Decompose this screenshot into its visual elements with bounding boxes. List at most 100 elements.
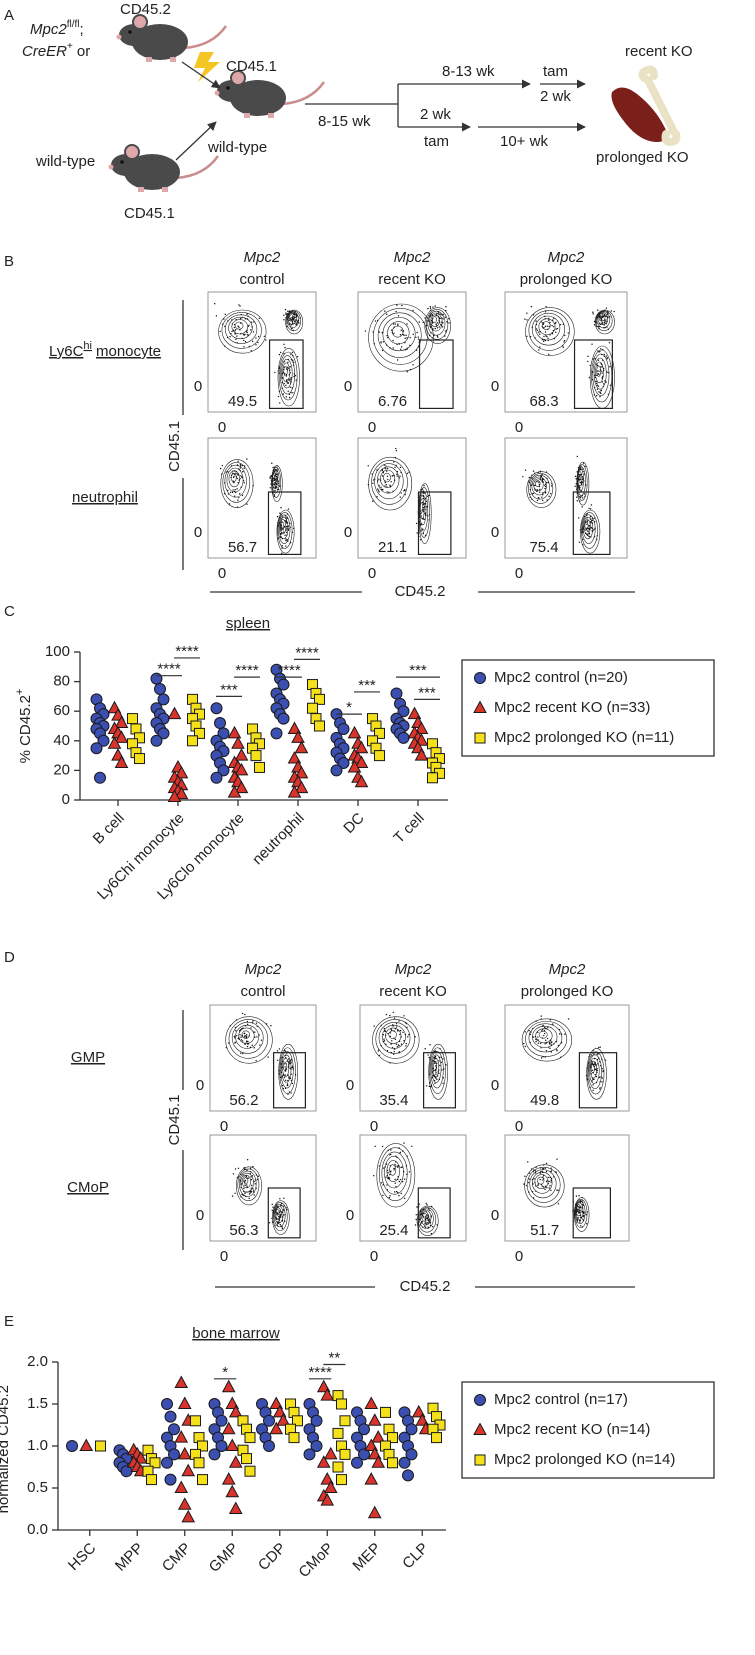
flow-contour [587,1051,605,1095]
flow-dot [577,1208,579,1211]
axis-zero: 0 [515,1118,523,1135]
flow-dot [586,520,589,522]
legend-marker [474,732,486,744]
flow-dot [239,305,241,307]
flow-contour [392,325,404,338]
flow-dot [378,1165,380,1167]
flow-dot [291,1082,294,1085]
flow-dot [440,323,442,326]
flow-dot [542,1024,544,1027]
flow-dot [234,330,236,332]
flow-dot [423,1225,426,1227]
flow-dot [539,1178,541,1181]
mouse-foot [146,57,152,62]
flow-dot [237,1167,240,1169]
data-point [221,1421,236,1435]
flow-dot [409,344,411,346]
flow-dot [583,493,586,495]
flow-contour [240,1172,254,1193]
flow-frame [207,291,317,413]
flow-dot [537,496,540,499]
flow-dot [539,1172,541,1174]
flow-dot [544,1167,546,1169]
flow-dot [221,464,223,467]
column-label: recent KO [379,983,447,1000]
flow-dot [415,336,417,338]
flow-dot [244,1035,246,1037]
flow-dot [260,1039,263,1041]
gate [417,1187,451,1239]
y-tick-label: 60 [53,702,70,719]
flow-dot [523,1183,525,1185]
flow-dot [391,1040,393,1042]
data-point [371,1430,386,1443]
flow-dot [545,335,547,337]
flow-dot [284,534,286,537]
flow-contour [576,461,590,506]
flow-dot [385,465,387,467]
flow-dot [289,386,292,389]
data-point [337,757,350,769]
flow-dot [406,1026,408,1028]
data-point [210,771,223,784]
flow-contour [289,313,293,319]
column-label: control [240,983,285,1000]
data-point [374,750,385,762]
gate [572,491,611,556]
flow-contour [381,1151,408,1195]
flow-contour [419,498,425,520]
flow-dot [434,1082,436,1085]
flow-dot [241,1012,244,1015]
flow-dot [381,349,384,352]
flow-dot [548,1187,551,1189]
data-point [190,1415,201,1427]
flow-dot [283,372,286,375]
data-point [287,721,302,734]
flow-dot [388,1196,391,1199]
flow-dot [373,1025,375,1027]
flow-dot [438,1072,440,1075]
flow-dot [235,338,237,340]
flow-contour [225,1016,273,1064]
flow-dot [536,481,538,483]
flow-dot [595,1068,597,1071]
flow-dot [381,1145,384,1148]
flow-dot [387,1172,389,1174]
y-axis-label: % CD45.2+ [14,689,34,764]
flow-dot [229,491,232,494]
data-point [227,725,242,739]
row-label: CMoP [67,1179,109,1196]
x-tick-label: CMoP [295,1540,336,1581]
flow-dot [442,1082,444,1085]
flow-dot [541,1179,544,1181]
flow-dot [284,309,287,311]
flow-dot [586,523,588,525]
flow-contour [231,319,248,335]
flow-dot [537,331,540,333]
flow-dot [249,1167,252,1170]
flow-dot [283,526,286,528]
flow-dot [291,319,294,321]
flow-frame [207,437,317,559]
flow-dot [402,1031,404,1033]
flow-dot [587,528,590,530]
flow-dot [555,1041,558,1043]
flow-dot [542,340,545,343]
flow-dot [538,481,540,483]
flow-dot [597,385,600,387]
flow-dot [599,315,602,317]
data-point [415,1413,430,1426]
significance-label: * [222,1364,228,1381]
gate [418,339,454,410]
flow-dot [422,528,424,530]
flow-dot [397,1030,399,1032]
flow-dot [255,1059,257,1062]
flow-dot [291,351,294,354]
flow-dot [228,503,231,505]
recent-tam: tam [543,63,568,80]
flow-contour [380,469,396,488]
flow-dot [592,1089,594,1091]
flow-dot [271,1203,273,1206]
flow-dot [557,1189,559,1192]
flow-dot [405,334,407,337]
